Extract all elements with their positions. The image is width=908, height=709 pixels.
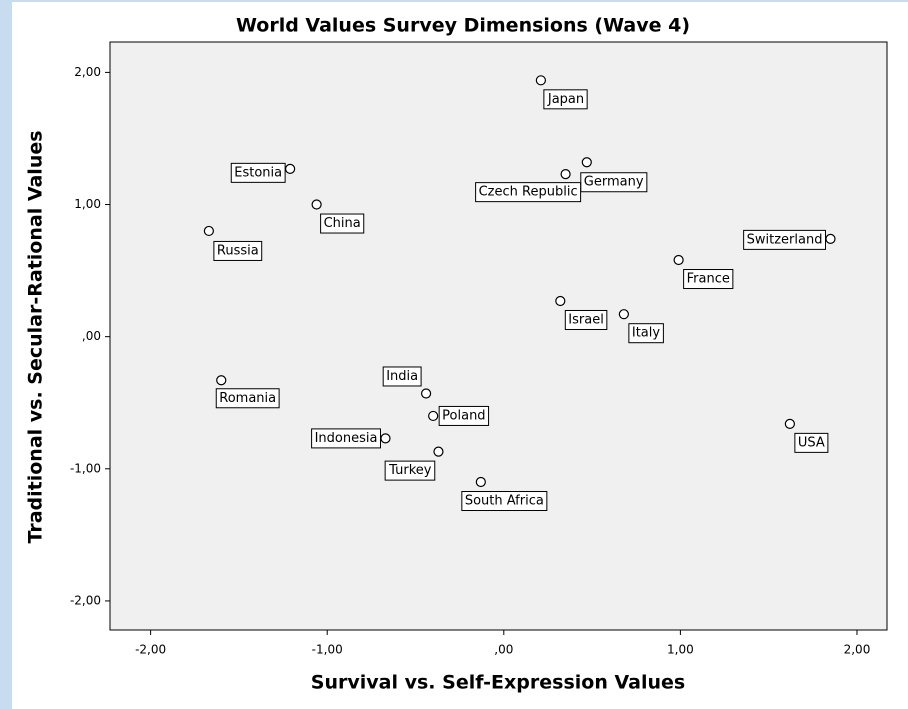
y-tick-label: ,00	[82, 329, 101, 343]
y-tick-label: 1,00	[74, 197, 101, 211]
point-label: China	[324, 216, 361, 231]
point	[420, 388, 432, 399]
y-tick-label: -2,00	[70, 593, 101, 607]
y-axis-label: Traditional vs. Secular-Rational Values	[25, 130, 47, 543]
point	[784, 418, 795, 429]
point	[216, 375, 227, 386]
point-label-box	[320, 213, 365, 234]
point-label-box	[384, 460, 436, 481]
point	[673, 254, 684, 266]
point-label: Italy	[632, 326, 661, 341]
x-tick-label: 1,00	[667, 643, 694, 657]
point	[555, 295, 566, 307]
point-label-box	[564, 309, 608, 330]
point	[433, 446, 444, 457]
x-tick-label: -1,00	[312, 643, 343, 657]
x-axis-label: Survival vs. Self-Expression Values	[311, 672, 685, 694]
point	[581, 157, 592, 168]
point-label-box	[215, 388, 280, 409]
point-label-box	[213, 240, 263, 261]
point	[428, 410, 439, 422]
point	[203, 225, 214, 237]
point	[311, 199, 322, 210]
y-tick-label: -1,00	[70, 461, 101, 475]
point	[535, 75, 546, 86]
point	[285, 163, 296, 174]
chart-title: World Values Survey Dimensions (Wave 4)	[236, 15, 690, 37]
point-label: Turkey	[388, 463, 432, 478]
plot-area	[109, 41, 888, 631]
point-label: Israel	[568, 312, 604, 327]
point-label-box	[461, 491, 548, 512]
point-label: Czech Republic	[479, 185, 578, 200]
x-tick-label: 2,00	[844, 643, 871, 657]
point	[475, 476, 486, 488]
point-label-box	[794, 432, 829, 453]
point-label-box	[382, 366, 422, 387]
point-label-box	[475, 182, 582, 203]
point-label-box	[628, 323, 664, 344]
y-tick-label: 2,00	[74, 65, 101, 79]
x-tick-label: ,00	[494, 643, 513, 657]
point-label: Switzerland	[747, 232, 823, 247]
point-label: Germany	[584, 175, 644, 190]
point	[618, 309, 629, 320]
point	[825, 233, 836, 244]
x-tick-label: -2,00	[135, 643, 166, 657]
point-label: Indonesia	[315, 431, 378, 446]
point-label: Romania	[219, 391, 276, 406]
point-label-box	[230, 162, 286, 183]
point	[560, 169, 571, 180]
point-label-box	[683, 269, 734, 290]
point-label: India	[386, 369, 418, 384]
point	[380, 433, 391, 444]
point-label: USA	[798, 435, 825, 450]
point-label: Japan	[547, 92, 584, 107]
point-label: France	[687, 272, 730, 287]
point-label: Estonia	[234, 165, 282, 180]
point-label-box	[438, 405, 490, 426]
point-label: South Africa	[465, 494, 544, 509]
point-label: Russia	[217, 243, 259, 258]
point-label: Poland	[442, 408, 485, 423]
point-label-box	[543, 89, 588, 110]
